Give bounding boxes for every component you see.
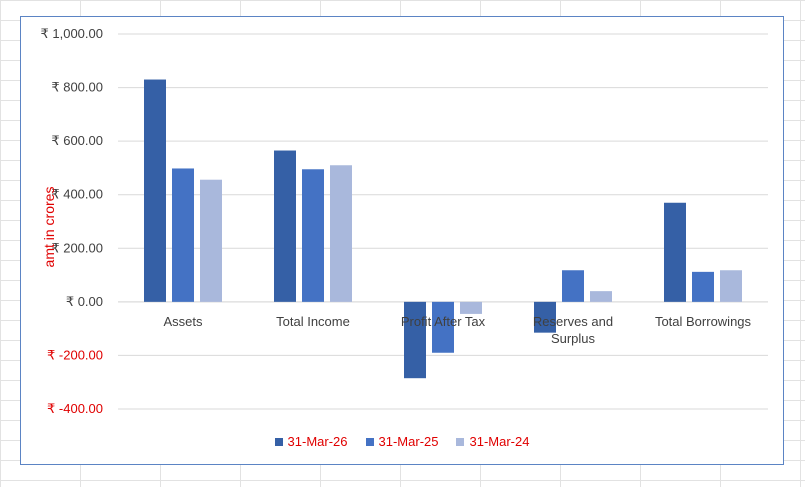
y-tick-label: ₹ 0.00 (66, 294, 103, 309)
bar (144, 79, 166, 302)
chart-area[interactable]: ₹ 1,000.00 ₹ 800.00 ₹ 600.00 ₹ 400.00 ₹ 200.… (20, 16, 784, 465)
bar (432, 301, 454, 353)
legend-label: 31-Mar-26 (287, 434, 348, 449)
bar (274, 150, 296, 302)
legend-item: 31-Mar-25 (365, 434, 439, 449)
x-category-label: Assets (163, 314, 203, 329)
legend-item: 31-Mar-24 (456, 434, 529, 449)
bars (144, 79, 742, 379)
bar (330, 165, 352, 302)
y-tick-label: ₹ 600.00 (51, 133, 103, 148)
bar (200, 179, 222, 302)
legend-item: 31-Mar-26 (274, 434, 348, 449)
legend-label: 31-Mar-24 (469, 434, 530, 449)
legend-label: 31-Mar-25 (378, 434, 439, 449)
y-axis-ticks: ₹ 1,000.00 ₹ 800.00 ₹ 600.00 ₹ 400.00 ₹ 200.… (41, 26, 104, 416)
legend-swatch (274, 437, 283, 446)
x-category-label: Profit After Tax (401, 314, 486, 329)
bar (404, 301, 426, 379)
bar-chart: ₹ 1,000.00 ₹ 800.00 ₹ 600.00 ₹ 400.00 ₹ 200.… (41, 26, 768, 416)
y-tick-label: ₹ 400.00 (51, 187, 103, 202)
x-category-label: Total Income (276, 314, 350, 329)
x-category-label: Total Borrowings (655, 314, 752, 329)
bar (460, 301, 482, 314)
legend: 31-Mar-26 31-Mar-25 31-Mar-24 (21, 434, 783, 449)
legend-swatch (456, 437, 465, 446)
y-tick-label: ₹ 200.00 (51, 240, 103, 255)
bar (302, 169, 324, 302)
bar (172, 168, 194, 302)
bar (562, 270, 584, 302)
bar (664, 202, 686, 302)
x-category-label: Reserves and Surplus (533, 314, 613, 346)
y-axis-title: amt in crores (41, 186, 57, 268)
y-tick-label: ₹ -400.00 (47, 401, 103, 416)
bar (720, 270, 742, 302)
bar (534, 301, 556, 333)
y-tick-label: ₹ 800.00 (51, 80, 103, 95)
x-axis-labels: Assets Total Income Profit After Tax Reserv… (163, 314, 751, 346)
legend-swatch (365, 437, 374, 446)
y-tick-label: ₹ -200.00 (47, 347, 103, 362)
y-tick-label: ₹ 1,000.00 (41, 26, 104, 41)
bar (692, 271, 714, 302)
bar (590, 291, 612, 302)
